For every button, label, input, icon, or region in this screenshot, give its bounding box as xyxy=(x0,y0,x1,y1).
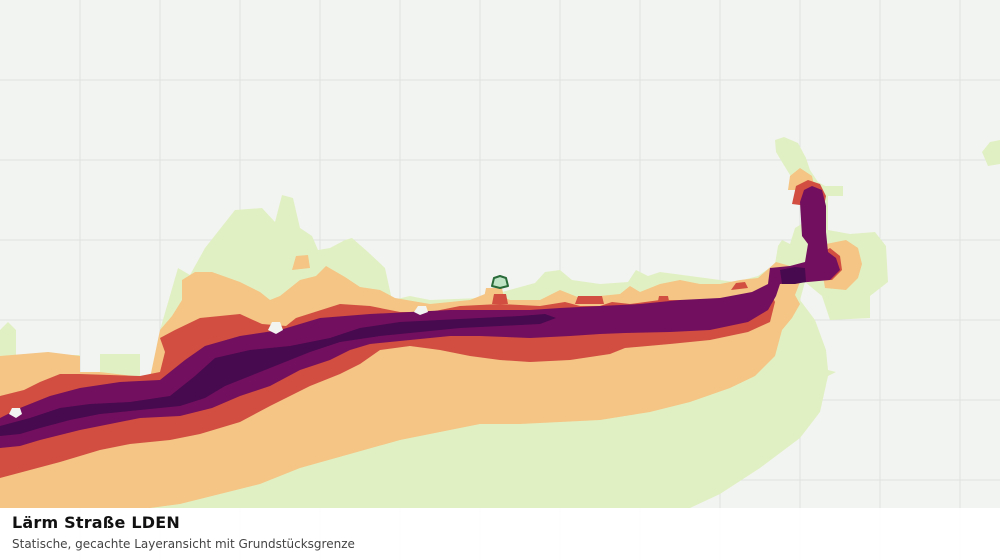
layer-title: Lärm Straße LDEN xyxy=(12,513,180,532)
building-cutouts xyxy=(9,306,428,418)
layer-subtitle: Statische, gecachte Layeransicht mit Gru… xyxy=(12,537,355,551)
noise-zone-highest xyxy=(0,267,806,436)
map-caption: Lärm Straße LDEN Statische, gecachte Lay… xyxy=(0,508,1000,560)
parcel-boundary xyxy=(491,275,509,289)
